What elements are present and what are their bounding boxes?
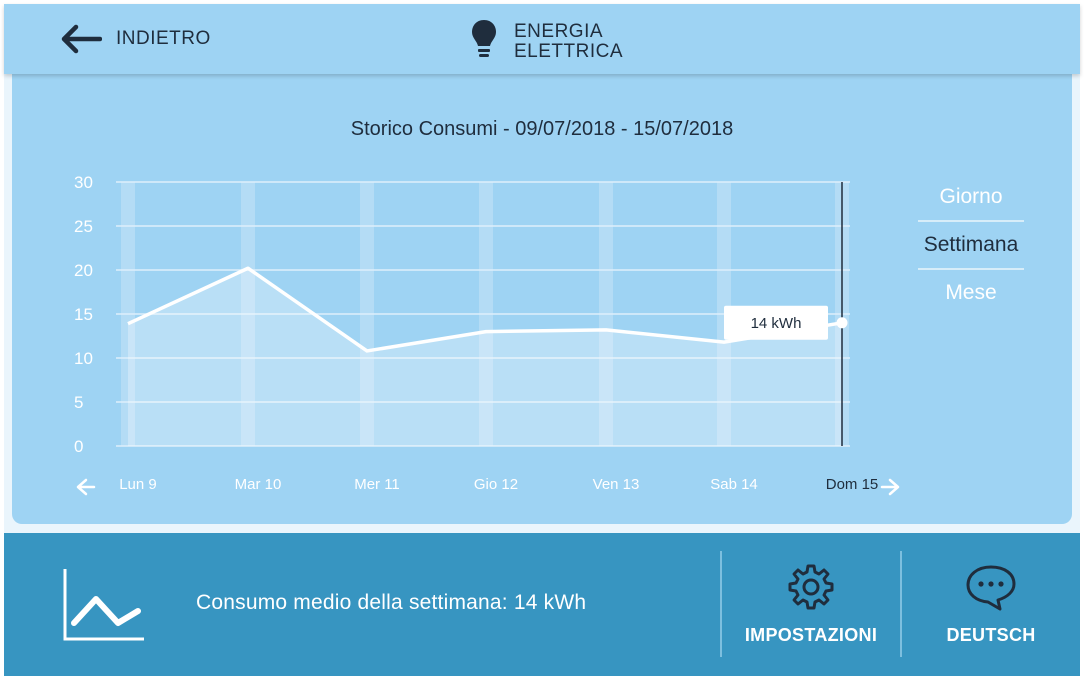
y-tick-label: 10: [74, 349, 93, 368]
gear-icon: [787, 564, 835, 615]
chat-bubble-icon: [964, 565, 1018, 615]
back-button[interactable]: INDIETRO: [60, 18, 211, 60]
tab-divider: [918, 220, 1024, 222]
line-chart-icon: [60, 567, 150, 648]
y-tick-label: 0: [74, 437, 83, 456]
footer-divider: [900, 551, 902, 657]
app-window: INDIETRO ENERGIA ELETTRICA Storico Consu…: [4, 4, 1080, 676]
arrow-right-icon[interactable]: [880, 478, 900, 496]
y-tick-label: 30: [74, 173, 93, 192]
x-tick-label: Mer 11: [354, 476, 400, 493]
footer-bar: Consumo medio della settimana: 14 kWh IM…: [4, 533, 1080, 676]
consumption-chart[interactable]: 0 5 10 15 20 25 30 14 kWh Lun 9 Mar 10 Mer 11 Gio 1…: [12, 74, 1072, 524]
language-button[interactable]: DEUTSCH: [906, 563, 1076, 655]
average-consumption-text: Consumo medio della settimana: 14 kWh: [196, 591, 587, 614]
y-tick-label: 25: [74, 217, 93, 236]
title-line-1: ENERGIA: [514, 20, 604, 42]
data-point: [836, 317, 848, 329]
y-tick-label: 5: [74, 393, 83, 412]
lightbulb-icon: [470, 18, 498, 65]
x-tick-label: Lun 9: [119, 476, 157, 493]
settings-button[interactable]: IMPOSTAZIONI: [726, 563, 896, 655]
y-tick-label: 15: [74, 305, 93, 324]
tab-divider: [918, 268, 1024, 270]
tab-settimana[interactable]: Settimana: [923, 233, 1019, 256]
footer-divider: [720, 551, 722, 657]
tooltip-box: [724, 305, 828, 340]
arrow-left-icon[interactable]: [76, 478, 96, 496]
arrow-left-icon: [60, 24, 102, 54]
tab-giorno[interactable]: Giorno: [939, 185, 1003, 208]
chart-title: Storico Consumi - 09/07/2018 - 15/07/201…: [350, 118, 734, 140]
x-tick-label: Sab 14: [710, 476, 758, 493]
tooltip-text: 14 kWh: [751, 315, 802, 332]
series-area: [128, 268, 842, 446]
tab-mese[interactable]: Mese: [945, 281, 997, 304]
settings-label: IMPOSTAZIONI: [744, 625, 878, 645]
x-tick-label: Dom 15: [826, 476, 879, 493]
range-tabs: Giorno Settimana Mese: [916, 174, 1026, 316]
page-title: ENERGIA ELETTRICA: [470, 18, 623, 65]
back-label: INDIETRO: [116, 28, 211, 49]
header-bar: INDIETRO ENERGIA ELETTRICA: [4, 4, 1080, 74]
title-line-2: ELETTRICA: [514, 40, 624, 62]
series-line: [127, 266, 843, 353]
y-tick-label: 20: [74, 261, 93, 280]
x-tick-label: Gio 12: [474, 476, 518, 493]
chart-card: Storico Consumi - 09/07/2018 - 15/07/201…: [12, 74, 1072, 524]
language-label: DEUTSCH: [946, 625, 1036, 645]
x-tick-label: Mar 10: [235, 476, 282, 493]
x-tick-label: Ven 13: [593, 476, 640, 493]
